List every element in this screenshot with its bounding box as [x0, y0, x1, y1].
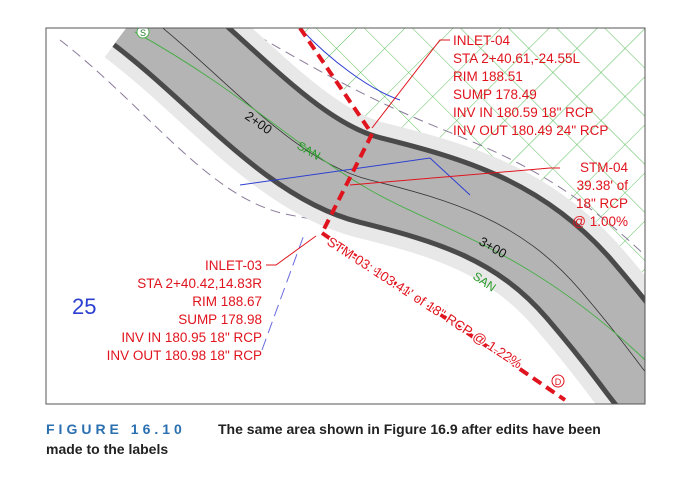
pipe — [298, 28, 374, 136]
caption-label: FIGURE 16.10 — [46, 421, 186, 437]
label-line: 39.38' of — [577, 178, 629, 193]
label-line: INV OUT 180.49 24" RCP — [453, 123, 608, 138]
label-line: @ 1.00% — [572, 214, 628, 229]
label-line: STA 2+40.61,-24.55L — [453, 51, 580, 66]
label-line: STA 2+40.42,14.83R — [137, 276, 262, 291]
leader — [349, 167, 560, 186]
frame — [45, 27, 646, 405]
manhole-label: D — [555, 377, 562, 387]
label-line: SUMP 178.98 — [178, 312, 262, 327]
pipe — [320, 133, 374, 234]
stm-04-label: STM-04 39.38' of 18" RCP @ 1.00% — [572, 160, 628, 229]
manhole — [136, 28, 150, 39]
label-line: SUMP 178.49 — [453, 87, 537, 102]
caption-line: The same area shown in Figure 16.9 after… — [218, 421, 601, 437]
inlet-03-label: INLET-03 STA 2+40.42,14.83R RIM 188.67 SUMP… — [107, 258, 263, 363]
label-line: INLET-03 — [205, 258, 262, 273]
drawing: S D 2+00 3+00 SAN SAN STM-03: 103.41' of… — [46, 28, 645, 404]
pipe — [320, 231, 567, 402]
manhole — [551, 374, 565, 388]
label-line: 18" RCP — [576, 196, 628, 211]
label-line: INV OUT 180.98 18" RCP — [107, 348, 262, 363]
label-line: RIM 188.51 — [453, 69, 523, 84]
sewer-line — [134, 31, 645, 361]
lot-number: 25 — [72, 294, 96, 319]
label-line: INV IN 180.59 18" RCP — [453, 105, 594, 120]
leader — [266, 235, 317, 266]
parcel-line — [239, 157, 471, 196]
manhole-label: S — [140, 28, 146, 38]
label-line: INV IN 180.95 18" RCP — [121, 330, 262, 345]
lot-line — [261, 231, 306, 351]
parcel-line — [299, 28, 401, 101]
label-line: RIM 188.67 — [192, 294, 262, 309]
inlet-04-label: INLET-04 STA 2+40.61,-24.55L RIM 188.51 SUM… — [453, 33, 608, 138]
centerline — [162, 28, 645, 373]
leader — [371, 39, 450, 129]
label-line: INLET-04 — [453, 33, 511, 48]
label-line: STM-04 — [580, 160, 629, 175]
caption-line: made to the labels — [46, 441, 169, 457]
